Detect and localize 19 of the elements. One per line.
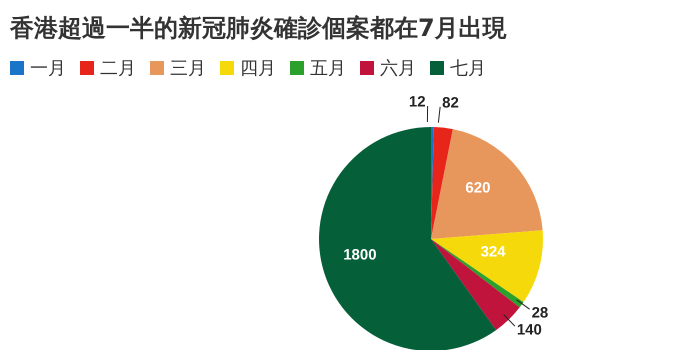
chart-title: 香港超過一半的新冠肺炎確診個案都在7月出現 (10, 13, 507, 44)
pie-slice (431, 127, 453, 239)
legend-label: 四月 (240, 57, 276, 80)
pie-slice (431, 239, 524, 308)
legend-label: 六月 (380, 57, 416, 80)
legend-label: 二月 (100, 57, 136, 80)
data-label: 140 (516, 322, 542, 339)
pie-slice (431, 129, 543, 239)
data-label: 12 (408, 94, 426, 111)
legend-label: 七月 (450, 57, 486, 80)
legend-label: 三月 (170, 57, 206, 80)
legend-label: 一月 (30, 57, 66, 80)
data-label: 1800 (343, 246, 377, 264)
data-label: 324 (480, 243, 506, 260)
data-label: 620 (465, 179, 490, 196)
pie-slice (431, 230, 543, 302)
data-label: 28 (532, 304, 548, 322)
data-label: 82 (442, 94, 459, 112)
legend-label: 五月 (310, 57, 346, 80)
